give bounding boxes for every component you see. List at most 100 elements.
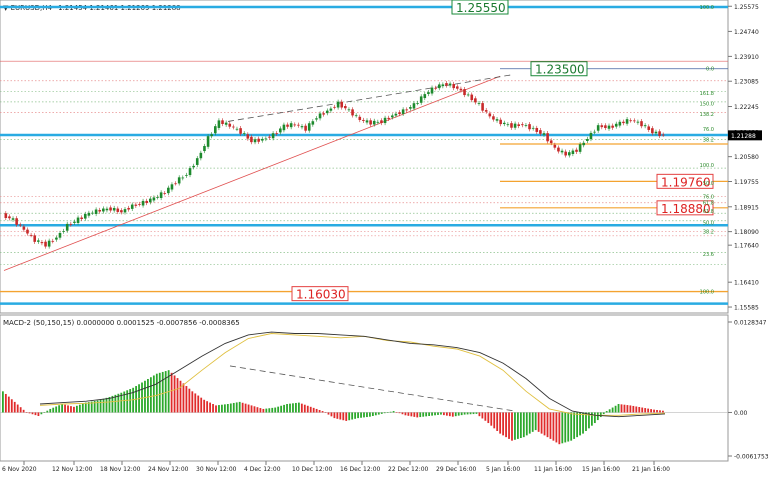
- macd-line: [39, 331, 666, 418]
- candle-body: [300, 126, 304, 128]
- candle-body: [246, 134, 250, 139]
- macd-bar: [244, 403, 247, 413]
- macd-bar: [330, 412, 333, 417]
- candle-body: [138, 204, 141, 205]
- candle-body: [372, 120, 376, 125]
- macd-bar: [297, 402, 300, 413]
- date-tick-label: 10 Dec 12:00: [292, 466, 333, 473]
- date-tick-label: 16 Dec 12:00: [340, 466, 381, 473]
- candle-body: [340, 101, 344, 108]
- macd-bar: [96, 400, 99, 413]
- fib-label: 100.0: [700, 290, 714, 296]
- macd-bar: [221, 404, 223, 413]
- macd-bar: [511, 412, 513, 441]
- candle-body: [553, 144, 557, 148]
- axes: 1.255751.247401.239101.230851.222451.214…: [2, 4, 769, 473]
- fib-label: 161.8: [700, 91, 714, 97]
- macd-bar: [505, 412, 507, 438]
- divergence-line: [229, 365, 516, 412]
- macd-bar: [460, 412, 463, 416]
- candle-body: [629, 120, 632, 122]
- candle-body: [322, 113, 325, 115]
- candle-body: [15, 218, 18, 225]
- candle-body: [466, 94, 470, 96]
- candle-body: [567, 152, 571, 156]
- macd-bar: [445, 412, 448, 416]
- candle-body: [69, 223, 73, 225]
- candle-body: [253, 139, 257, 143]
- macd-bar: [508, 412, 510, 439]
- candle-body: [123, 209, 127, 213]
- fib-label: 61.8: [703, 209, 714, 215]
- candle-body: [521, 124, 524, 126]
- candle-body: [232, 126, 235, 128]
- macd-bar: [247, 404, 250, 413]
- candle-body: [22, 226, 26, 230]
- macd-bar: [416, 412, 419, 418]
- fib-label: 38.2: [703, 137, 714, 143]
- macd-bar: [555, 412, 558, 443]
- macd-bar: [102, 398, 105, 413]
- candle-body: [622, 121, 625, 124]
- candle-body: [539, 130, 542, 134]
- candle-body: [488, 113, 492, 117]
- candle-body: [557, 147, 560, 152]
- candle-body: [484, 110, 488, 112]
- macd-bar: [173, 375, 176, 413]
- macd-bar: [333, 412, 336, 419]
- macd-bar: [635, 406, 638, 413]
- candle-body: [336, 101, 340, 108]
- macd-bar: [422, 412, 425, 417]
- macd-bar: [87, 402, 90, 413]
- macd-bar: [522, 412, 525, 438]
- candle-body: [358, 116, 362, 121]
- candle-body: [55, 237, 58, 240]
- macd-bar: [203, 399, 206, 413]
- macd-bar: [389, 411, 392, 413]
- macd-bar: [292, 403, 294, 413]
- candle-body: [542, 133, 546, 135]
- macd-bar: [197, 395, 200, 413]
- fib-label: 150.0: [700, 101, 714, 107]
- candle-body: [167, 187, 170, 194]
- macd-bar: [342, 412, 345, 421]
- macd-bar: [306, 405, 309, 413]
- macd-bar: [345, 412, 348, 421]
- level-box-label: 1.23500: [535, 63, 585, 77]
- candle-body: [513, 123, 517, 128]
- macd-bar: [155, 373, 158, 413]
- grid-lines: [0, 80, 728, 265]
- candle-body: [398, 112, 401, 115]
- candle-body: [148, 198, 152, 203]
- candle-body: [661, 134, 665, 136]
- macd-bar: [650, 409, 653, 413]
- macd-bar: [585, 412, 587, 431]
- candle-body: [271, 133, 275, 139]
- level-box: [291, 286, 349, 302]
- macd-bar: [300, 403, 303, 413]
- fib-label: 138.2: [700, 112, 714, 118]
- candle-body: [647, 126, 651, 130]
- candle-body: [452, 83, 455, 89]
- macd-bar: [437, 412, 439, 415]
- candle-body: [127, 207, 130, 210]
- candle-body: [535, 127, 539, 132]
- macd-bar: [194, 393, 197, 413]
- macd-bar: [286, 404, 288, 413]
- macd-bar: [623, 404, 626, 413]
- date-tick-label: 29 Dec 16:00: [436, 466, 477, 473]
- candle-body: [275, 133, 279, 135]
- current-price-badge: [728, 130, 762, 141]
- candle-body: [618, 121, 622, 126]
- macd-bar: [377, 412, 380, 415]
- candle-body: [264, 138, 268, 140]
- macd-bar: [289, 403, 291, 413]
- macd-bar: [303, 404, 306, 413]
- macd-bar: [591, 412, 593, 426]
- macd-bar: [58, 405, 61, 413]
- macd-bar: [259, 408, 262, 413]
- candle-body: [51, 240, 55, 242]
- macd-bar: [496, 412, 499, 431]
